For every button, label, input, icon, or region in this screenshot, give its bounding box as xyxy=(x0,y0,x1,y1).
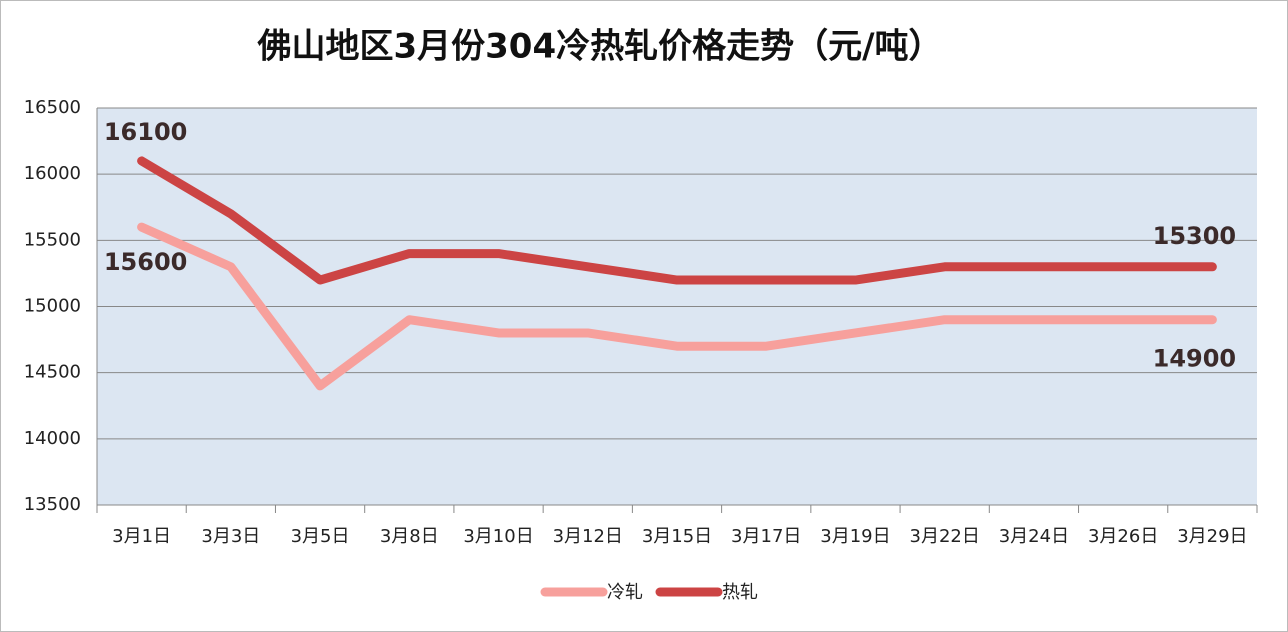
legend-label: 冷轧 xyxy=(607,582,643,603)
x-tick-label: 3月17日 xyxy=(731,526,801,547)
data-label: 15600 xyxy=(104,248,188,276)
x-tick-label: 3月1日 xyxy=(112,526,171,547)
x-tick-label: 3月24日 xyxy=(999,526,1069,547)
x-tick-label: 3月19日 xyxy=(820,526,890,547)
series-line xyxy=(137,156,1217,285)
series-line xyxy=(137,222,1217,391)
x-tick-label: 3月8日 xyxy=(380,526,439,547)
y-tick-label: 14000 xyxy=(24,428,81,449)
data-label: 14900 xyxy=(1153,345,1237,373)
x-tick-label: 3月26日 xyxy=(1088,526,1158,547)
x-tick-label: 3月5日 xyxy=(291,526,350,547)
data-label: 16100 xyxy=(104,118,188,146)
y-tick-label: 16500 xyxy=(24,97,81,118)
y-tick-label: 14500 xyxy=(24,362,81,383)
legend-label: 热轧 xyxy=(722,582,758,603)
x-tick-label: 3月10日 xyxy=(463,526,533,547)
y-tick-label: 13500 xyxy=(24,494,81,515)
chart-title: 佛山地区3月份304冷热轧价格走势（元/吨） xyxy=(256,27,942,67)
y-tick-label: 16000 xyxy=(24,163,81,184)
x-tick-label: 3月15日 xyxy=(642,526,712,547)
y-tick-label: 15000 xyxy=(24,296,81,317)
data-label: 15300 xyxy=(1153,222,1237,250)
x-tick-label: 3月29日 xyxy=(1177,526,1247,547)
x-tick-label: 3月3日 xyxy=(201,526,260,547)
x-tick-label: 3月12日 xyxy=(553,526,623,547)
y-tick-label: 15500 xyxy=(24,229,81,250)
x-tick-label: 3月22日 xyxy=(910,526,980,547)
